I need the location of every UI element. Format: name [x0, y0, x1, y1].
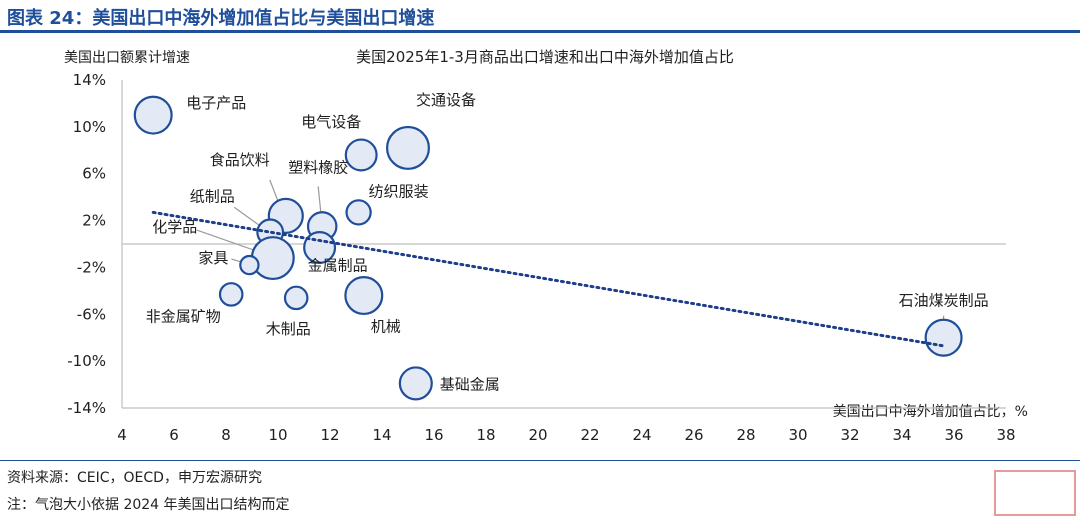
x-tick-label: 22 — [580, 426, 599, 444]
bubble-label: 基础金属 — [440, 375, 500, 393]
y-tick-label: 14% — [73, 71, 106, 89]
y-tick-label: -2% — [77, 258, 106, 276]
y-tick-label: -14% — [67, 399, 106, 417]
x-tick-label: 16 — [424, 426, 443, 444]
bubble-label: 交通设备 — [416, 91, 476, 109]
x-tick-label: 32 — [840, 426, 859, 444]
bubble-label: 木制品 — [266, 320, 311, 338]
x-tick-label: 6 — [169, 426, 179, 444]
bubble-point — [344, 138, 378, 172]
bubble-label: 金属制品 — [308, 257, 368, 275]
x-tick-label: 10 — [268, 426, 287, 444]
bubble-label: 化学品 — [152, 218, 197, 236]
y-tick-label: -6% — [77, 305, 106, 323]
bubble-point — [344, 276, 384, 316]
bubble-point — [250, 236, 295, 281]
trendline-path — [151, 210, 946, 348]
axes — [121, 80, 1006, 409]
bubble-label: 纺织服装 — [369, 182, 429, 200]
y-tick-label: 6% — [82, 165, 106, 183]
y-tick-label: 10% — [73, 118, 106, 136]
bubble-label: 机械 — [371, 318, 401, 336]
x-tick-label: 12 — [320, 426, 339, 444]
x-tick-label: 24 — [632, 426, 651, 444]
tick-labels: 4 6 8 10 12 14 16 18 20 22 24 26 28 30 32 34 36 38 14% 10% 6… — [67, 71, 1015, 444]
bubble-point — [924, 318, 963, 357]
bubble-point — [218, 282, 244, 307]
bubble-label: 塑料橡胶 — [288, 158, 348, 176]
y-tick-label: -10% — [67, 352, 106, 370]
x-tick-label: 14 — [372, 426, 391, 444]
chart-title: 美国2025年1-3月商品出口增速和出口中海外增加值占比 — [356, 48, 734, 66]
bubbles — [133, 95, 963, 401]
bubble-point — [398, 366, 433, 401]
x-tick-label: 34 — [892, 426, 911, 444]
footer-rule — [0, 460, 1080, 461]
bubble-point — [133, 95, 173, 135]
bubble-label: 电子产品 — [186, 94, 246, 112]
x-axis-label: 美国出口中海外增加值占比，% — [833, 404, 1028, 420]
title-rule — [0, 30, 1080, 33]
source-note: 资料来源：CEIC，OECD，申万宏源研究 — [7, 470, 262, 486]
bubble-point — [386, 125, 430, 170]
bubble-label: 石油煤炭制品 — [899, 292, 989, 310]
bubble-point — [345, 199, 372, 226]
bubble-label: 电气设备 — [301, 113, 361, 131]
bubble-point — [283, 285, 309, 311]
y-tick-label: 2% — [82, 212, 106, 230]
x-tick-label: 4 — [117, 426, 127, 444]
y-axis-label: 美国出口额累计增速 — [64, 50, 190, 66]
watermark-stamp — [994, 470, 1076, 516]
bubble-label: 非金属矿物 — [146, 307, 221, 325]
x-tick-label: 28 — [736, 426, 755, 444]
bubble-label: 食品饮料 — [210, 151, 270, 169]
x-tick-label: 30 — [788, 426, 807, 444]
bubble-label: 纸制品 — [190, 187, 235, 205]
x-tick-label: 38 — [996, 426, 1015, 444]
x-tick-label: 20 — [528, 426, 547, 444]
bubble-chart: 美国2025年1-3月商品出口增速和出口中海外增加值占比 美国出口额累计增速 美… — [64, 48, 1028, 444]
x-tick-label: 26 — [684, 426, 703, 444]
x-tick-label: 36 — [944, 426, 963, 444]
bubble-label: 家具 — [198, 249, 228, 267]
bubble-size-note: 注：气泡大小依据 2024 年美国出口结构而定 — [7, 497, 290, 513]
trendline — [151, 210, 946, 348]
x-tick-label: 18 — [476, 426, 495, 444]
figure-title: 图表 24：美国出口中海外增加值占比与美国出口增速 — [7, 8, 435, 29]
x-tick-label: 8 — [221, 426, 231, 444]
bubble-point — [239, 254, 260, 276]
